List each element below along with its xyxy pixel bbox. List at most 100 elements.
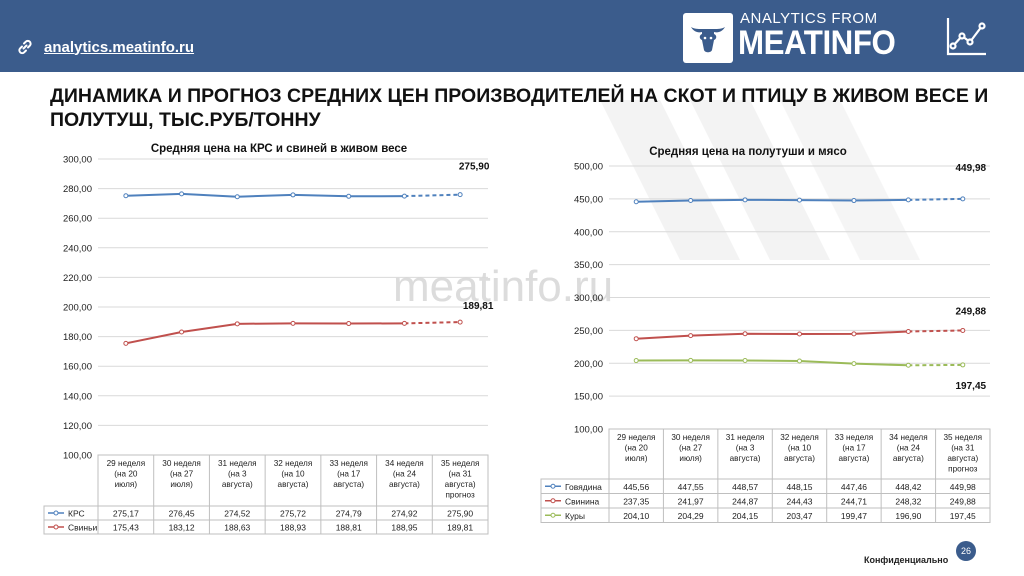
data-point <box>742 331 748 337</box>
data-point <box>290 320 296 326</box>
data-table-row <box>540 507 991 523</box>
data-point <box>797 358 802 364</box>
table-cell-value: 275,72 <box>280 509 306 519</box>
x-category-label: (на 27 <box>679 444 703 453</box>
x-category-label: 30 неделя <box>671 433 710 442</box>
x-category-label: 31 неделя <box>218 459 257 468</box>
table-cell-value: 188,63 <box>224 523 250 533</box>
data-point <box>401 320 407 326</box>
table-cell-value: 275,90 <box>447 509 473 519</box>
data-point <box>633 358 639 364</box>
series-forecast-line-0 <box>404 193 461 198</box>
x-category-label: августа) <box>893 454 924 463</box>
table-cell-value: 449,98 <box>950 482 976 492</box>
data-point <box>742 358 748 364</box>
data-point <box>851 331 857 337</box>
trend-chart-icon <box>946 18 986 56</box>
data-table-row <box>540 478 991 494</box>
chart-cattle-pigs-live-weight: Средняя цена на КРС и свиней в живом вес… <box>43 143 494 535</box>
data-point <box>123 340 129 346</box>
x-category-label: (на 31 <box>951 444 975 453</box>
data-point <box>851 361 857 367</box>
data-point <box>179 329 185 335</box>
table-cell-value: 175,43 <box>113 523 139 533</box>
legend-marker-2 <box>550 512 556 518</box>
header-bar: analytics.meatinfo.ru ANALYTICS FROM MEA… <box>0 0 1024 72</box>
table-cell-value: 274,79 <box>336 509 362 519</box>
data-point <box>905 362 911 368</box>
data-point <box>179 191 185 197</box>
site-link-text[interactable]: analytics.meatinfo.ru <box>44 38 195 56</box>
page-title: ДИНАМИКА И ПРОГНОЗ СРЕДНИХ ЦЕН ПРОИЗВОДИ… <box>50 85 989 131</box>
series-line-0 <box>636 198 909 203</box>
table-cell-value: 203,47 <box>787 511 813 521</box>
x-category-label: июля) <box>170 480 193 489</box>
x-category-label: 35 неделя <box>944 433 983 442</box>
series-forecast-line-0 <box>908 197 963 201</box>
series-line-0 <box>125 192 405 198</box>
link-icon <box>18 39 32 55</box>
x-category-label: 33 неделя <box>835 433 874 442</box>
y-tick-label: 200,00 <box>63 303 92 314</box>
data-table-row <box>540 493 991 509</box>
table-cell-value: 204,10 <box>623 511 649 521</box>
legend-marker-1 <box>550 498 556 504</box>
legend-label: Свиньи <box>68 523 98 533</box>
x-category-label: прогноз <box>446 491 476 500</box>
series-forecast-line-1 <box>404 321 461 325</box>
y-tick-label: 200,00 <box>574 359 603 370</box>
x-category-label: (на 24 <box>393 470 417 479</box>
table-cell-value: 237,35 <box>623 496 649 506</box>
data-point <box>346 193 352 199</box>
x-category-label: августа) <box>333 480 364 489</box>
x-category-label: августа) <box>389 480 420 489</box>
x-category-label: 32 неделя <box>274 459 313 468</box>
data-table-row <box>43 519 489 535</box>
x-category-label: (на 10 <box>788 444 812 453</box>
chart-title: Средняя цена на полутуши и мясо <box>649 146 847 158</box>
x-category-label: августа) <box>784 454 815 463</box>
legend-marker-1 <box>53 524 59 530</box>
x-category-label: августа) <box>730 454 761 463</box>
data-point <box>688 357 694 363</box>
data-point <box>905 328 911 334</box>
table-cell-value: 204,15 <box>732 511 758 521</box>
series-line-2 <box>636 359 909 367</box>
data-point <box>633 199 639 205</box>
chart-title: Средняя цена на КРС и свиней в живом вес… <box>151 143 407 155</box>
y-tick-label: 150,00 <box>574 392 603 403</box>
x-category-label: (на 3 <box>228 470 247 479</box>
background-decoration <box>600 100 920 260</box>
data-point <box>457 319 463 325</box>
x-category-label: (на 3 <box>736 444 755 453</box>
x-category-label: 34 неделя <box>889 433 928 442</box>
data-point <box>688 197 694 203</box>
table-cell-value: 241,97 <box>678 496 704 506</box>
x-category-label: 30 неделя <box>162 459 201 468</box>
page-number: 26 <box>956 541 976 561</box>
table-cell-value: 248,32 <box>895 496 921 506</box>
end-value-label: 275,90 <box>459 162 490 173</box>
x-category-label: (на 31 <box>449 470 473 479</box>
x-category-label: (на 17 <box>337 470 361 479</box>
data-point <box>797 197 802 203</box>
data-point <box>346 321 352 327</box>
table-cell-value: 189,81 <box>447 523 473 533</box>
table-cell-value: 274,52 <box>224 509 250 519</box>
x-category-label: августа) <box>278 480 309 489</box>
y-tick-label: 240,00 <box>63 243 92 254</box>
x-category-label: (на 10 <box>281 470 305 479</box>
data-point <box>851 198 857 204</box>
x-category-label: августа) <box>445 480 476 489</box>
table-cell-value: 244,71 <box>841 496 867 506</box>
x-category-label: 33 неделя <box>329 459 368 468</box>
data-point <box>797 331 802 337</box>
data-point <box>457 192 463 198</box>
site-link[interactable]: analytics.meatinfo.ru <box>16 38 194 56</box>
y-tick-label: 500,00 <box>574 162 603 173</box>
x-category-label: августа) <box>838 454 869 463</box>
table-cell-value: 197,45 <box>950 511 976 521</box>
series-line-1 <box>125 322 405 345</box>
table-cell-value: 275,17 <box>113 509 139 519</box>
data-point <box>742 197 748 203</box>
